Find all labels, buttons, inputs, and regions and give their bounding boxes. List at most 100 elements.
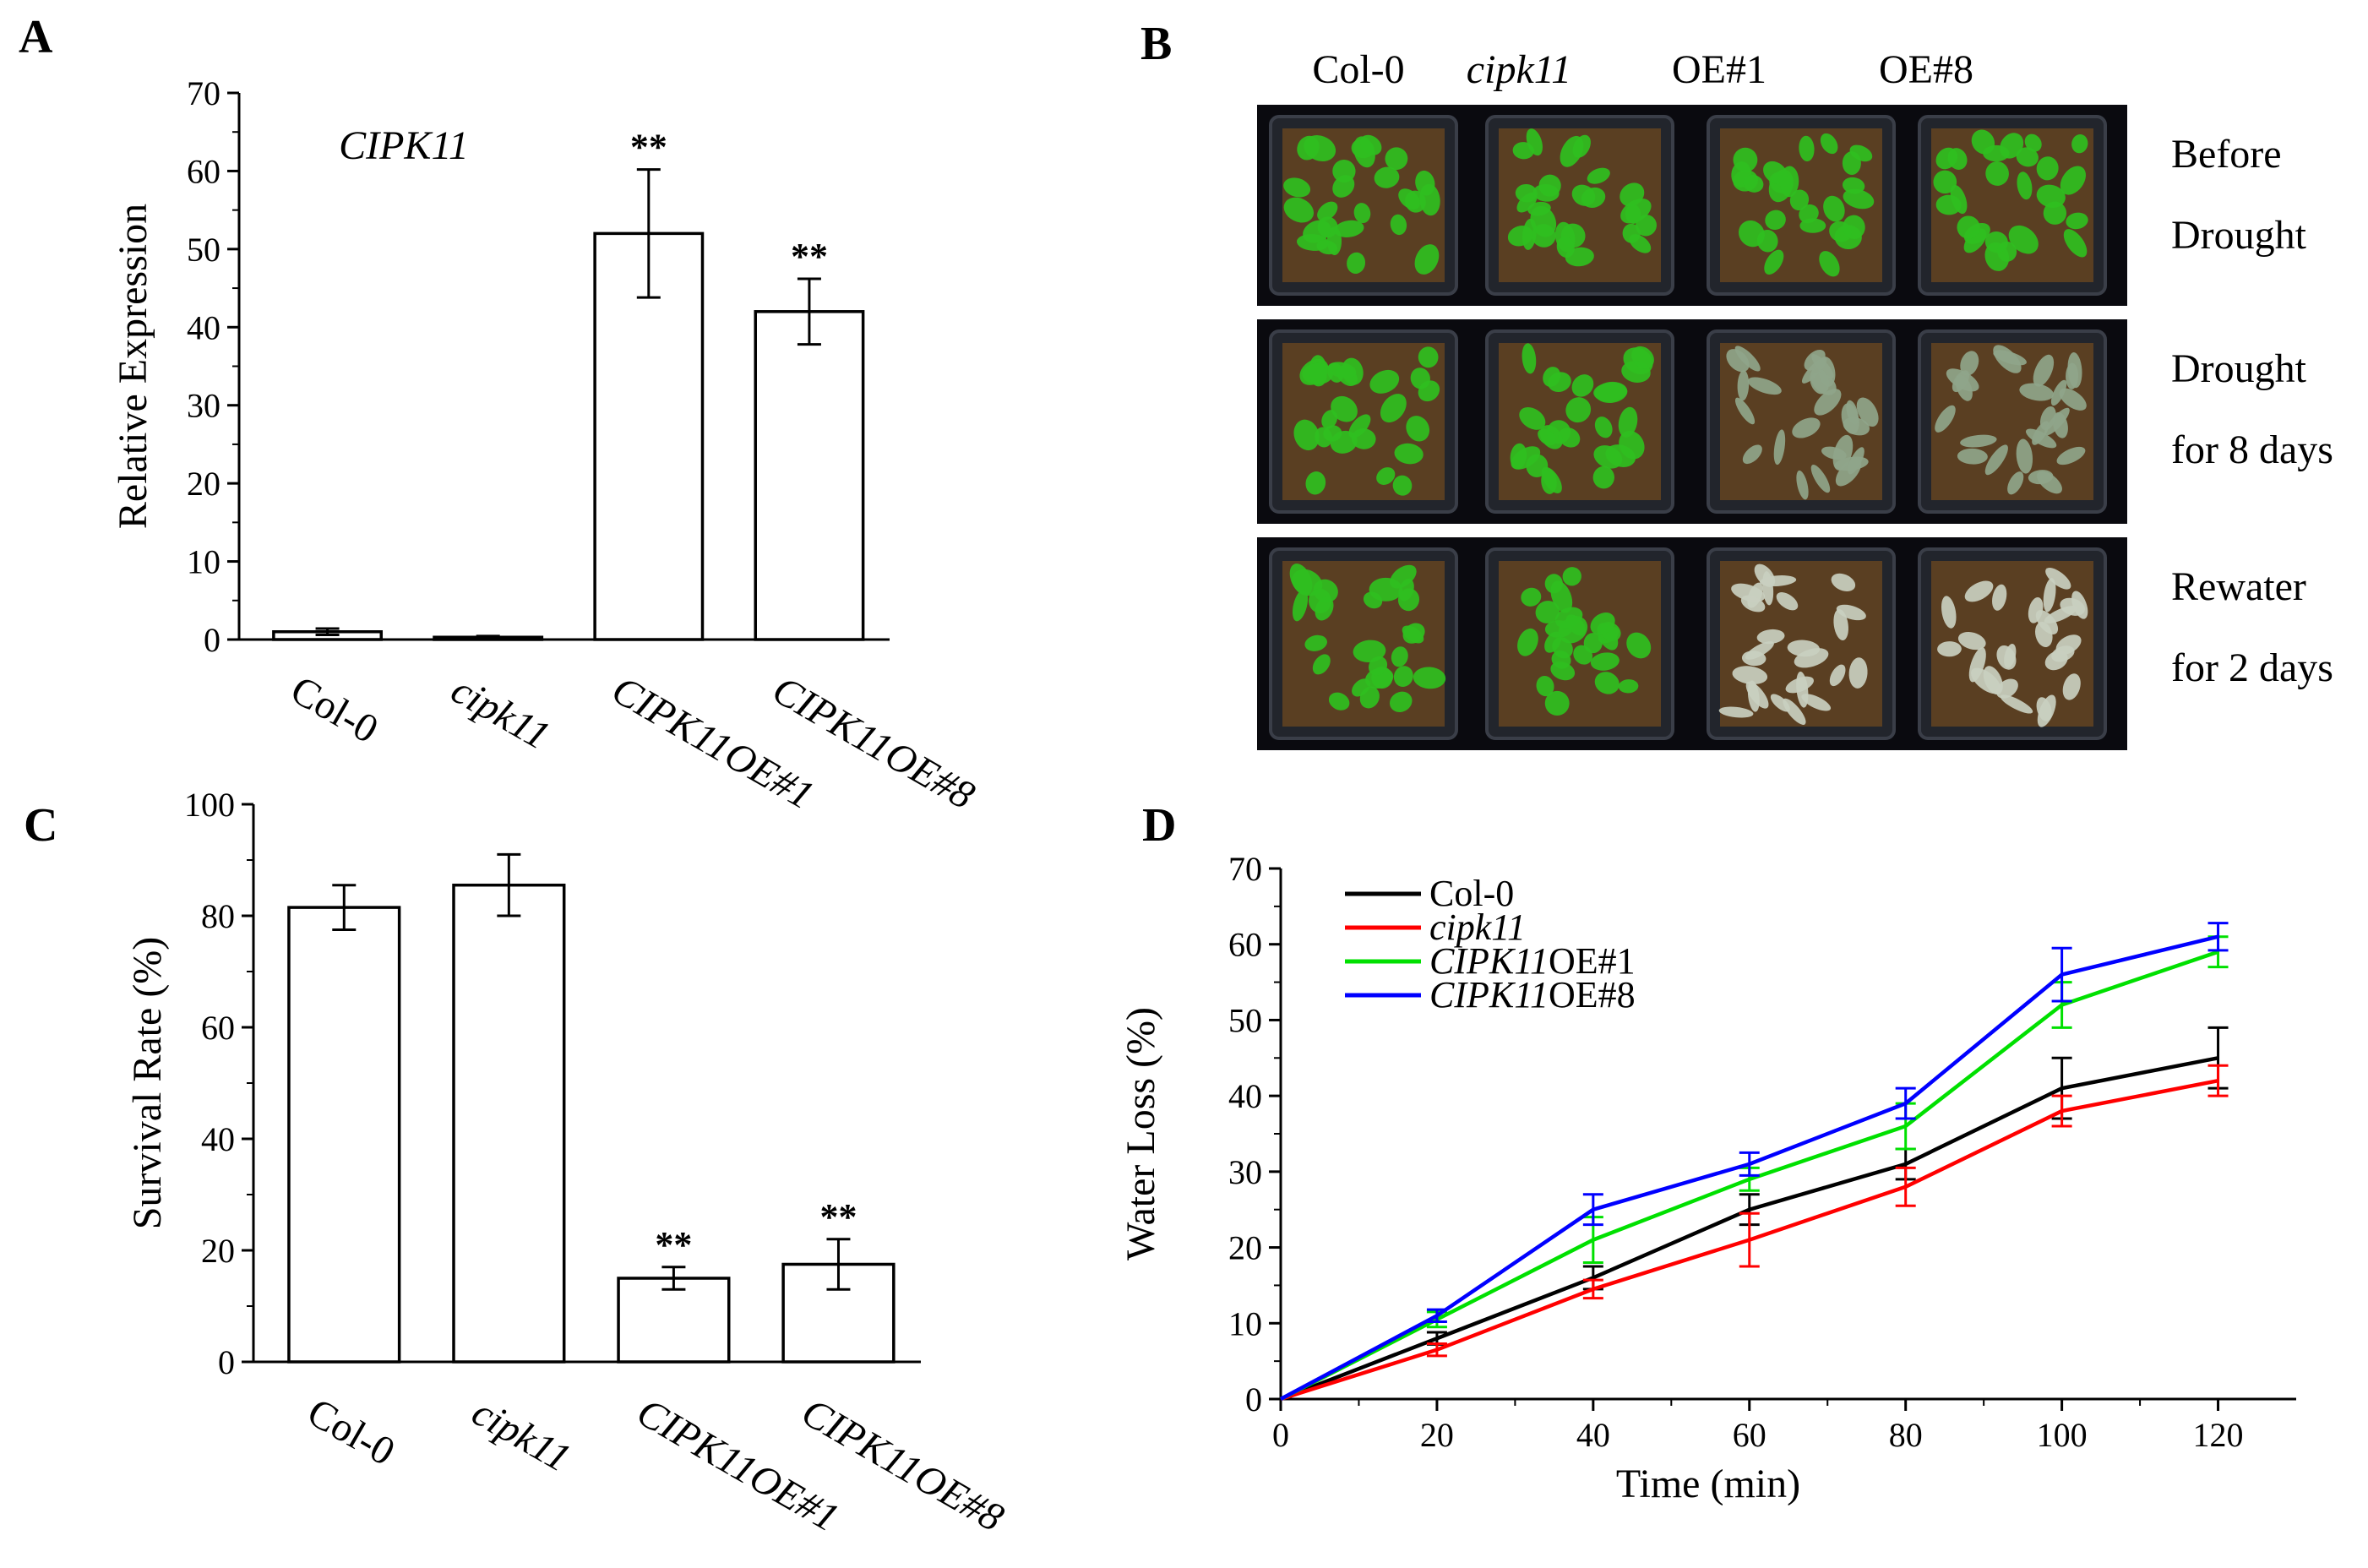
plant-leaf — [1631, 346, 1654, 369]
legend-label: cipk11 — [1429, 906, 1526, 948]
y-tick-label: 100 — [184, 786, 235, 824]
y-tick-label: 60 — [187, 152, 220, 190]
plant-leaf — [1960, 434, 1997, 448]
plant-leaf — [1283, 177, 1311, 198]
plant-leaf — [1756, 629, 1785, 645]
category-label: cipk11 — [444, 667, 557, 759]
plant-leaf — [1996, 645, 2017, 670]
legend-label: CIPK11OE#8 — [1429, 974, 1636, 1015]
plant-leaf — [1510, 443, 1527, 470]
column-label: OE#1 — [1672, 47, 1766, 92]
plant-leaf — [1935, 147, 1958, 170]
plant-leaf — [1332, 159, 1356, 183]
bar — [287, 906, 401, 1364]
significance-marker: ** — [791, 236, 828, 277]
plant-leaf — [2063, 229, 2088, 258]
plant-leaf — [1323, 425, 1342, 442]
plant-leaf — [1352, 678, 1371, 697]
plant-leaf — [1519, 406, 1546, 430]
plant-leaf — [2043, 578, 2056, 612]
plant-leaf — [2056, 446, 2086, 466]
plant-leaf — [2037, 694, 2056, 727]
plant-leaf — [1792, 417, 1821, 438]
plant-leaf — [1823, 195, 1845, 222]
plant-leaf — [1538, 428, 1556, 446]
plant-leaf — [1776, 592, 1799, 611]
plant-leaf — [1992, 584, 2007, 611]
panel-letter-d: D — [1142, 799, 1176, 852]
plant-leaf — [1960, 351, 1979, 376]
plant-leaf — [1843, 416, 1870, 436]
panel-letter-a: A — [19, 11, 53, 63]
plant-leaf — [2039, 406, 2056, 431]
plant-leaf — [1759, 575, 1797, 587]
plant-leaf — [2062, 673, 2081, 700]
x-tick-label: 120 — [2193, 1416, 2244, 1454]
plant-leaf — [1814, 389, 1842, 416]
y-tick-label: 10 — [187, 543, 220, 581]
plant-leaf — [1935, 194, 1962, 215]
legend-label-italic: cipk11 — [1429, 906, 1526, 948]
significance-marker: ** — [655, 1224, 692, 1266]
plant-leaf — [1593, 382, 1627, 402]
plant-leaf — [1984, 231, 2008, 253]
plant-leaf — [1592, 466, 1614, 489]
plant-leaf — [1419, 183, 1440, 216]
plant-leaf — [1799, 135, 1815, 162]
plant-leaf — [1799, 218, 1826, 233]
bar — [617, 1277, 731, 1364]
plant-leaf — [1389, 691, 1413, 712]
y-tick-label: 40 — [187, 308, 220, 346]
plant-leaf — [1742, 444, 1762, 465]
plant-leaf — [1536, 675, 1554, 697]
plant-leaf — [1410, 368, 1430, 389]
plant-leaf — [2071, 591, 2088, 619]
plant-leaf — [2024, 133, 2042, 152]
plant-leaf — [1535, 601, 1560, 623]
plant-leaf — [1515, 183, 1538, 203]
y-tick-label: 40 — [1228, 1077, 1262, 1115]
plant-leaf — [1376, 467, 1396, 485]
plant-leaf — [1740, 595, 1766, 612]
x-tick-label: 20 — [1420, 1416, 1454, 1454]
plant-leaf — [1571, 374, 1594, 397]
plant-leaf — [1796, 671, 1809, 708]
column-label: cipk11 — [1467, 47, 1571, 92]
plant-leaf — [1374, 166, 1400, 188]
plant-leaf — [2017, 172, 2033, 200]
plant-leaf — [1993, 350, 2027, 366]
row-label-line2: Drought — [2171, 213, 2307, 258]
bar — [754, 310, 865, 641]
plant-leaf — [1593, 445, 1623, 469]
plant-leaf — [1718, 706, 1754, 718]
y-tick-label: 20 — [1228, 1229, 1262, 1267]
plant-leaf — [1801, 694, 1832, 711]
plant-leaf — [1391, 646, 1408, 667]
plant-leaf — [2052, 411, 2068, 438]
legend-label-italic: CIPK11 — [1429, 940, 1549, 982]
panel-c-bar-chart: 0 20 40 60 80 100 Survival Rate (%) Col-0 cipk11… — [125, 786, 1011, 1541]
y-tick-label: 30 — [187, 387, 220, 425]
plant-leaf — [1552, 637, 1573, 659]
plant-leaf — [1583, 633, 1603, 654]
plant-leaf — [1957, 631, 1986, 651]
y-axis-title: Survival Rate (%) — [125, 937, 170, 1230]
plant-leaf — [1756, 229, 1778, 253]
row-label-line1: Rewater — [2171, 564, 2306, 609]
plant-leaf — [1856, 397, 1879, 427]
plant-leaf — [1304, 634, 1327, 651]
panel-letter-b: B — [1140, 18, 1172, 70]
plant-leaf — [1334, 220, 1364, 237]
plant-leaf — [1292, 589, 1309, 622]
plant-leaf — [1946, 368, 1979, 392]
plant-leaf — [1770, 694, 1790, 712]
legend-label-italic: CIPK11 — [1429, 974, 1549, 1015]
plant-leaf — [2059, 388, 2087, 411]
y-tick-label: 0 — [218, 1343, 235, 1381]
plant-leaf — [1312, 654, 1331, 675]
plant-leaf — [1848, 657, 1868, 689]
plant-leaf — [1544, 620, 1573, 638]
plant-leaf — [1292, 569, 1323, 596]
plant-leaf — [1820, 133, 1838, 155]
